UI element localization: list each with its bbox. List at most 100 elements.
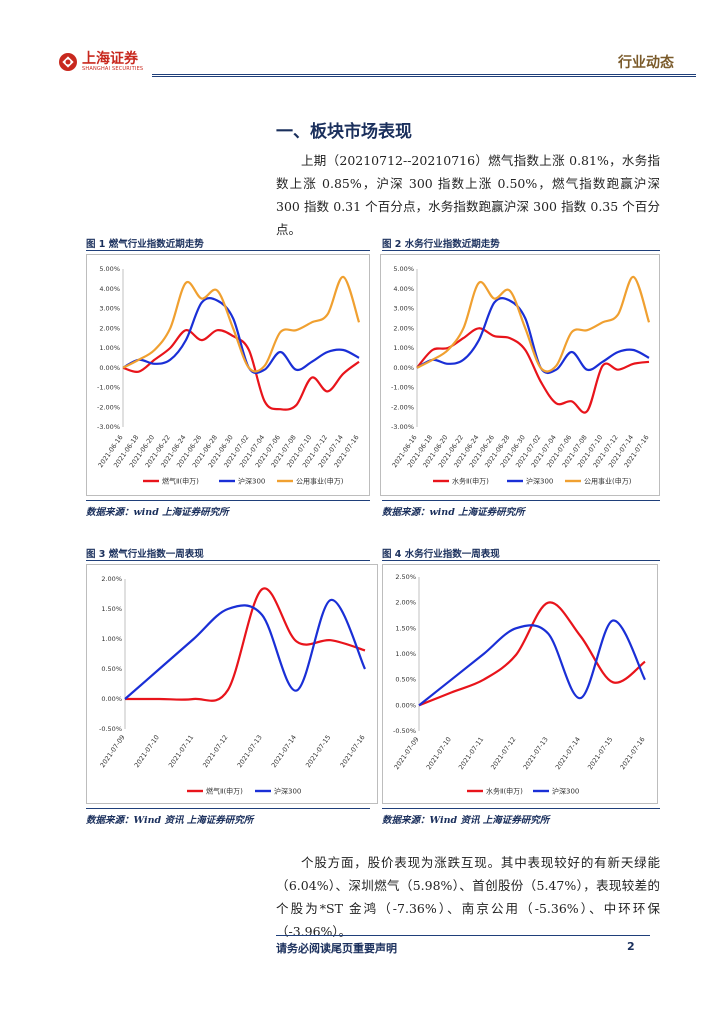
brand-logo: 上海证券 SHANGHAI SECURITIES (58, 52, 143, 72)
x-tick-label: 2021-07-14 (270, 734, 298, 770)
stocks-paragraph: 个股方面，股价表现为涨跌互现。其中表现较好的有新天绿能（6.04%）、深圳燃气（… (276, 855, 660, 939)
series-2 (122, 297, 360, 375)
series-line (122, 297, 360, 375)
legend-label: 水务Ⅱ(申万) (486, 787, 523, 796)
figure-4-chart: 2.50% 2.00% 1.50% 1.00% 0.50% 0.00% -0.50% 2021… (382, 564, 658, 804)
y-tick-label: 2.00% (393, 324, 414, 332)
figure-4-svg: 2.50%2.00%1.50%1.00%0.50%0.00%-0.50%2021… (392, 573, 646, 796)
x-tick-label: 2021-07-09 (98, 734, 126, 770)
legend-label: 水务Ⅱ(申万) (452, 477, 489, 486)
series-1 (418, 601, 646, 707)
figure-2-source: 数据来源：wind 上海证券研究所 (382, 507, 525, 518)
y-tick-label: 4.00% (393, 285, 414, 293)
figure-2-title: 图 2 水务行业指数近期走势 (382, 239, 500, 250)
series-3 (122, 275, 361, 373)
y-tick-label: 0.00% (393, 364, 414, 372)
y-tick-label: 1.50% (395, 624, 416, 632)
figure-1-bottom-rule (86, 500, 370, 501)
y-tick-label: 5.00% (99, 265, 120, 273)
y-tick-label: 1.00% (395, 650, 416, 658)
page-number: 2 (627, 940, 635, 953)
y-tick-label: 2.50% (395, 573, 416, 581)
x-tick-label: 2021-07-10 (133, 734, 161, 770)
figure-1-svg: 5.00% 4.00% 3.00% 2.00% 1.00% 0.00% -1.00% -2.0… (96, 265, 361, 486)
y-tick-label: -3.00% (97, 423, 120, 431)
x-tick-label: 2021-07-12 (201, 734, 229, 770)
y-tick-label: -0.50% (99, 725, 122, 733)
figure-4-title-rule (382, 560, 660, 561)
y-tick-label: -3.00% (391, 423, 414, 431)
series-line (125, 587, 366, 702)
y-tick-label: 1.50% (101, 605, 122, 613)
x-tick-label: 2021-07-13 (236, 734, 264, 770)
y-tick-label: 2.00% (395, 599, 416, 607)
y-tick-label: 0.50% (395, 676, 416, 684)
figure-1-title-rule (86, 250, 370, 251)
header-divider (152, 74, 696, 75)
x-tick-label: 2021-07-10 (425, 736, 453, 772)
x-tick-label: 2021-07-13 (522, 736, 550, 772)
legend-label: 沪深300 (238, 477, 265, 486)
series-3 (416, 275, 651, 373)
series-line (418, 619, 646, 707)
figure-4-title: 图 4 水务行业指数一周表现 (382, 549, 500, 560)
footer-divider (276, 935, 650, 936)
x-tick-label: 2021-07-12 (489, 736, 517, 772)
series-line (418, 601, 646, 707)
y-tick-label: 1.00% (393, 344, 414, 352)
series-2 (124, 598, 366, 700)
series-1 (125, 587, 366, 702)
series-2 (416, 297, 650, 375)
legend-label: 沪深300 (552, 787, 579, 796)
brand-name-cn: 上海证券 (82, 51, 138, 67)
figure-4-source: 数据来源：Wind 资讯 上海证券研究所 (382, 815, 550, 826)
figure-2-svg: 5.00% 4.00% 3.00% 2.00% 1.00% 0.00% -1.00% -2.0… (390, 265, 651, 486)
series-line (416, 297, 650, 375)
y-tick-label: -1.00% (391, 384, 414, 392)
y-tick-label: 0.50% (101, 665, 122, 673)
legend-label: 燃气Ⅱ(申万) (162, 477, 199, 486)
figure-3-title: 图 3 燃气行业指数一周表现 (86, 549, 204, 560)
x-tick-label: 2021-07-15 (586, 736, 614, 772)
x-tick-label: 2021-07-11 (167, 734, 195, 770)
y-tick-label: 0.00% (395, 701, 416, 709)
y-tick-label: 0.00% (101, 695, 122, 703)
y-tick-label: -1.00% (97, 384, 120, 392)
figure-4-bottom-rule (382, 808, 660, 809)
brand-logo-icon (59, 53, 77, 71)
x-tick-label: 2021-07-14 (554, 736, 582, 772)
y-tick-label: 5.00% (393, 265, 414, 273)
header-divider-secondary (152, 76, 696, 77)
y-tick-label: -2.00% (391, 403, 414, 411)
figure-1-source: 数据来源：wind 上海证券研究所 (86, 507, 229, 518)
y-tick-label: 2.00% (101, 575, 122, 583)
y-tick-label: 1.00% (99, 344, 120, 352)
page-header: 上海证券 SHANGHAI SECURITIES 行业动态 (48, 46, 696, 78)
y-tick-label: 1.00% (101, 635, 122, 643)
series-line (124, 598, 366, 700)
series-line (416, 275, 651, 373)
legend-label: 沪深300 (526, 477, 553, 486)
x-tick-label: 2021-07-15 (304, 734, 332, 770)
y-tick-label: 4.00% (99, 285, 120, 293)
y-tick-label: 3.00% (393, 305, 414, 313)
legend-label: 燃气Ⅱ(申万) (206, 787, 243, 796)
doc-type-label: 行业动态 (618, 55, 674, 71)
legend-label: 公用事业(申万) (296, 477, 344, 486)
y-tick-label: 3.00% (99, 305, 120, 313)
x-tick-label: 2021-07-16 (338, 734, 366, 770)
legend-label: 公用事业(申万) (584, 477, 632, 486)
x-tick-label: 2021-07-09 (392, 736, 420, 772)
legend-label: 沪深300 (274, 787, 301, 796)
figure-2-chart: 5.00% 4.00% 3.00% 2.00% 1.00% 0.00% -1.00% -2.0… (380, 254, 660, 496)
x-tick-label: 2021-07-11 (457, 736, 485, 772)
figure-2-bottom-rule (382, 500, 660, 501)
series-line (416, 327, 650, 414)
series-1 (416, 327, 650, 414)
figure-1-chart: 5.00% 4.00% 3.00% 2.00% 1.00% 0.00% -1.00% -2.0… (86, 254, 370, 496)
figure-3-chart: 2.00% 1.50% 1.00% 0.50% 0.00% -0.50% 2021-07-0… (86, 564, 378, 804)
figure-1-title: 图 1 燃气行业指数近期走势 (86, 239, 204, 250)
footer-disclaimer: 请务必阅读尾页重要声明 (276, 942, 397, 955)
figure-2-title-rule (382, 250, 660, 251)
figure-3-svg: 2.00% 1.50% 1.00% 0.50% 0.00% -0.50%2021-07-0… (98, 575, 366, 796)
